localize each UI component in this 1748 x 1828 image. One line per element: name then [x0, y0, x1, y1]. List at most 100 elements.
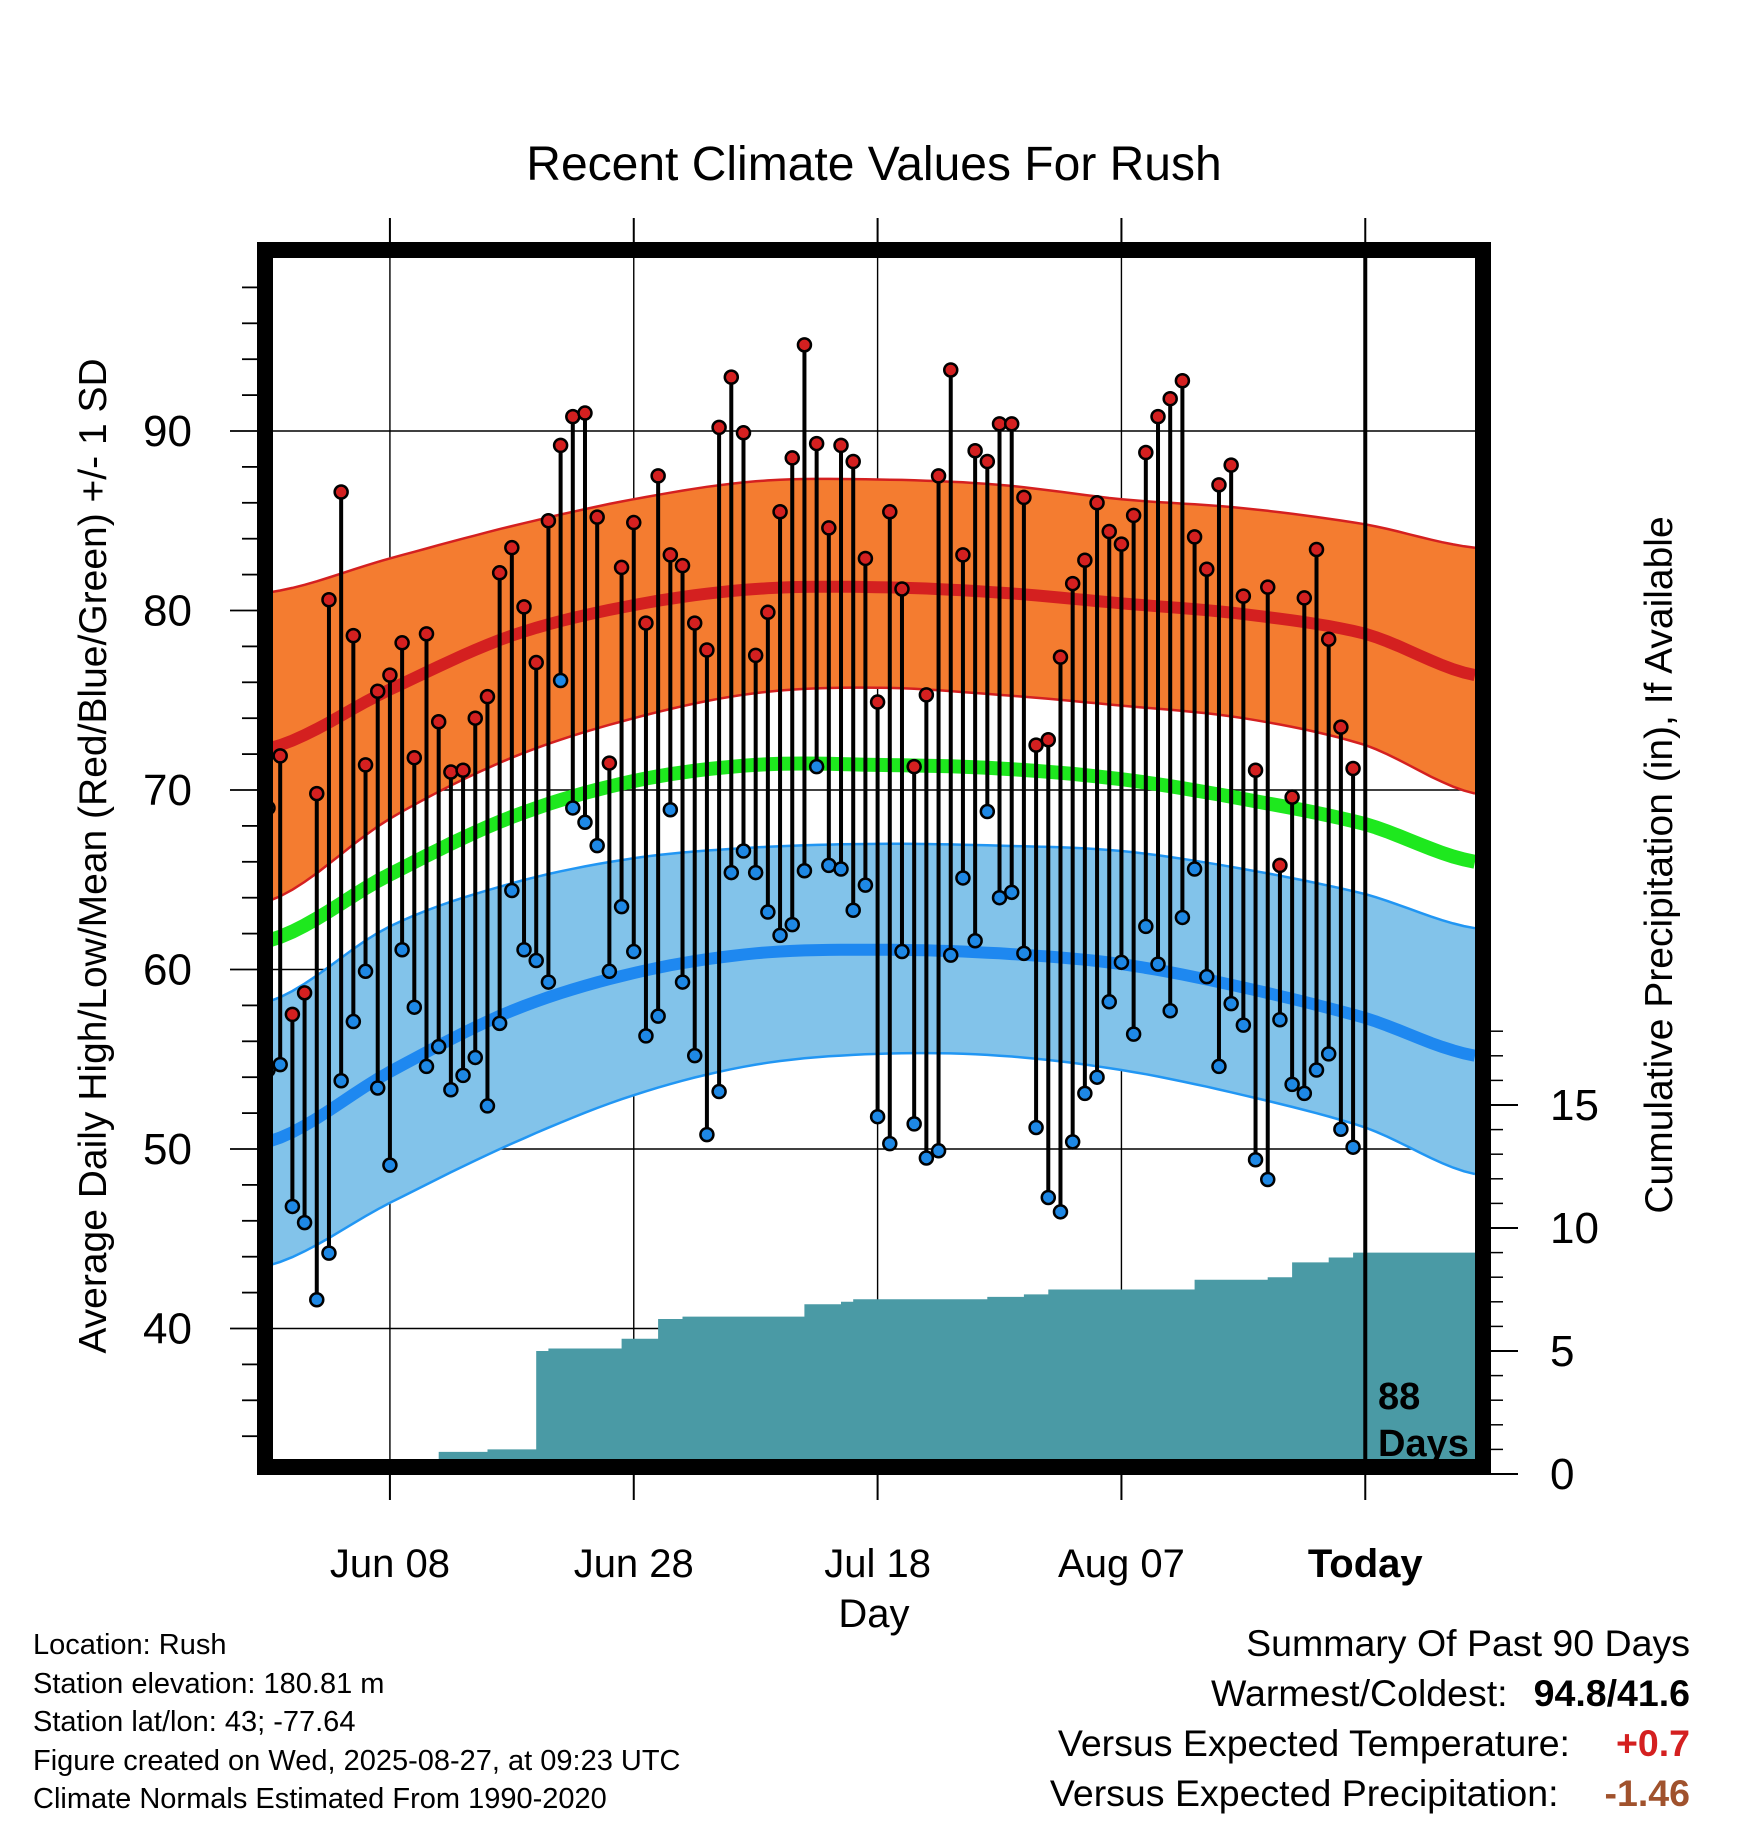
warm-cold-value: 94.8/41.6 — [1533, 1672, 1690, 1714]
daily-high-point — [333, 484, 349, 500]
x-tick-label: Today — [1308, 1542, 1424, 1586]
daily-low-point — [565, 800, 581, 816]
precip-area — [414, 1252, 1475, 1467]
daily-low-point — [784, 916, 801, 933]
daily-high-point — [601, 755, 618, 771]
daily-low-point — [833, 861, 849, 877]
daily-low-point — [382, 1157, 398, 1173]
daily-low-point — [942, 947, 959, 963]
daily-high-point — [1333, 719, 1349, 735]
temp-label: Versus Expected Temperature: — [1057, 1722, 1570, 1764]
y2-axis-label: Cumulative Precipitation (in), If Availa… — [1638, 516, 1681, 1213]
temp-row: Versus Expected Temperature: +0.7 — [1050, 1718, 1690, 1768]
daily-low-point — [1040, 1189, 1057, 1206]
y-tick-label: 80 — [143, 587, 192, 636]
warm-cold-row: Warmest/Coldest: 94.8/41.6 — [1050, 1668, 1690, 1718]
daily-high-point — [1125, 507, 1142, 524]
y-axis-label: Average Daily High/Low/Mean (Red/Blue/Gr… — [72, 358, 115, 1353]
daily-low-point — [491, 1015, 508, 1032]
daily-low-point — [443, 1082, 459, 1098]
daily-low-point — [1150, 956, 1166, 972]
daily-high-point — [711, 419, 727, 436]
daily-high-point — [918, 687, 935, 703]
daily-high-point — [626, 514, 642, 531]
daily-high-point — [309, 785, 325, 802]
daily-low-point — [357, 963, 374, 980]
daily-high-point — [979, 453, 996, 470]
daily-low-point — [369, 1080, 386, 1096]
daily-high-point — [1028, 737, 1044, 753]
high-sd-band — [268, 478, 1475, 902]
daily-high-point — [1089, 495, 1105, 511]
daily-low-point — [1028, 1119, 1044, 1136]
daily-high-point — [942, 362, 959, 378]
low-sd-band — [268, 843, 1475, 1266]
daily-high-point — [1296, 590, 1313, 606]
daily-high-point — [455, 762, 471, 779]
daily-high-point — [491, 565, 508, 581]
daily-high-point — [345, 627, 362, 644]
daily-low-point — [650, 1008, 666, 1024]
temp-value: +0.7 — [1615, 1722, 1690, 1764]
daily-low-point — [1211, 1058, 1227, 1075]
precip-label: Versus Expected Precipitation: — [1049, 1772, 1559, 1814]
normal-high-line — [266, 580, 1477, 755]
daily-low-point — [309, 1292, 325, 1308]
daily-high-point — [869, 694, 886, 710]
daily-high-point — [723, 369, 740, 385]
daily-low-point — [1052, 1204, 1069, 1220]
summary-title: Summary Of Past 90 Days — [1246, 1622, 1690, 1664]
daily-low-point — [601, 963, 618, 980]
today-days-label-line2: Days — [1378, 1423, 1469, 1465]
y2-tick-label: 15 — [1550, 1081, 1599, 1130]
high-sd-band-upper-edge — [267, 477, 1476, 594]
daily-low-point — [272, 1056, 288, 1073]
daily-low-point — [1016, 945, 1032, 962]
daily-high-point — [833, 437, 849, 454]
daily-high-point — [516, 599, 532, 615]
daily-low-point — [1320, 1046, 1337, 1062]
y-tick-label: 50 — [143, 1125, 192, 1174]
daily-high-point — [784, 450, 801, 466]
daily-low-point — [589, 837, 605, 854]
daily-low-point — [1077, 1085, 1093, 1102]
daily-low-point — [1223, 995, 1239, 1012]
daily-high-point — [882, 504, 898, 520]
daily-high-point — [272, 748, 288, 764]
daily-high-point — [504, 539, 520, 556]
daily-high-point — [1174, 372, 1191, 389]
daily-high-point — [1247, 762, 1264, 779]
daily-low-point — [552, 672, 569, 689]
daily-low-point — [662, 801, 679, 818]
daily-low-point — [967, 933, 983, 949]
daily-low-point — [979, 803, 996, 820]
daily-high-point — [650, 468, 666, 484]
daily-low-point — [1138, 918, 1154, 935]
daily-low-point — [406, 999, 423, 1015]
daily-high-point — [430, 714, 447, 730]
daily-low-point — [882, 1135, 898, 1152]
daily-low-point — [528, 952, 544, 969]
daily-high-point — [955, 547, 971, 563]
daily-high-point — [1162, 390, 1178, 407]
daily-high-point — [796, 337, 813, 353]
x-tick-label: Aug 07 — [1058, 1542, 1185, 1586]
daily-low-point — [772, 927, 788, 944]
daily-low-point — [674, 974, 691, 990]
daily-high-point — [638, 615, 654, 631]
daily-high-point — [321, 591, 337, 608]
daily-low-point — [1064, 1134, 1081, 1150]
daily-low-point — [918, 1150, 935, 1166]
daily-high-point — [1284, 789, 1300, 805]
daily-low-point — [626, 943, 642, 960]
daily-low-point — [1259, 1171, 1276, 1188]
daily-high-point — [1101, 523, 1117, 540]
daily-low-point — [1345, 1139, 1361, 1155]
daily-high-point — [699, 642, 715, 658]
daily-high-point — [540, 513, 557, 529]
daily-high-point — [467, 710, 484, 726]
daily-high-point — [906, 758, 922, 775]
y2-tick-label: 10 — [1550, 1204, 1599, 1253]
daily-low-point — [333, 1073, 349, 1089]
normals-text: Climate Normals Estimated From 1990-2020 — [33, 1783, 607, 1815]
